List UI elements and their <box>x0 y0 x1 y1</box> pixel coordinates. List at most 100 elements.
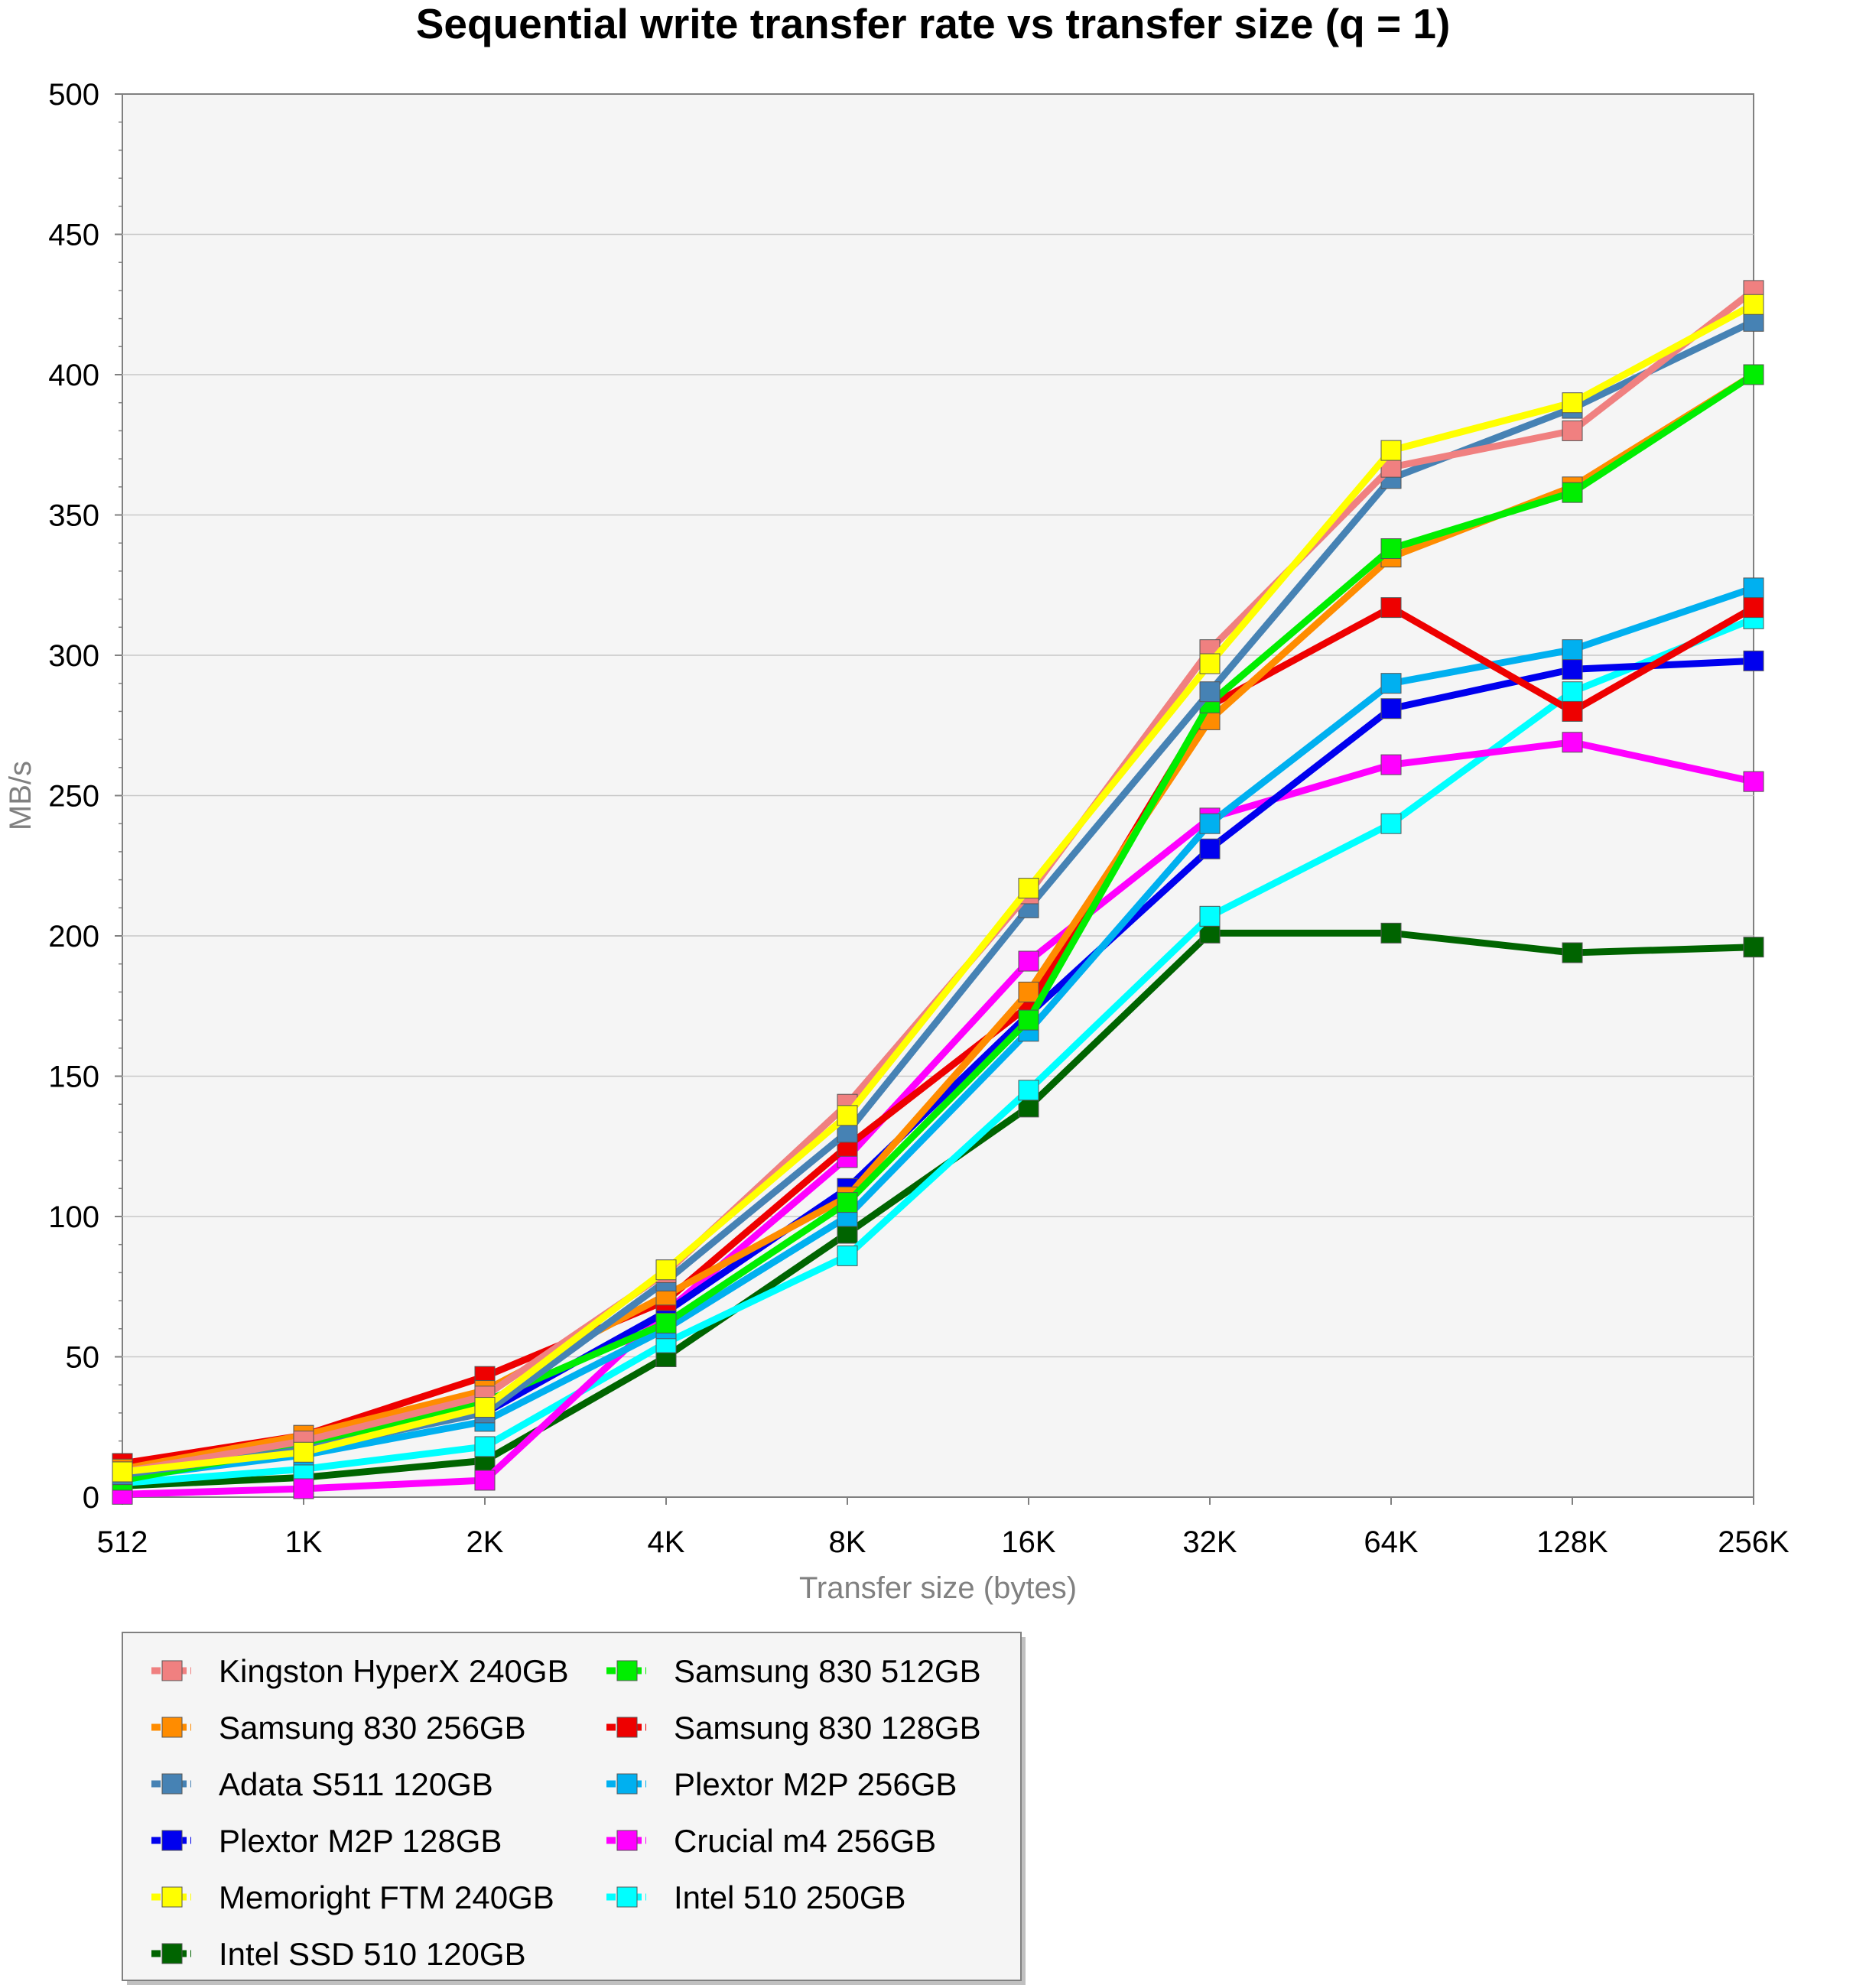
data-point <box>1380 440 1402 461</box>
data-point <box>1743 597 1764 619</box>
data-point <box>1562 681 1583 703</box>
x-tick-label: 64K <box>1364 1525 1418 1559</box>
data-point <box>1743 771 1764 792</box>
data-point <box>1743 650 1764 671</box>
legend-label: Samsung 830 256GB <box>219 1710 526 1746</box>
data-point <box>474 1436 496 1457</box>
series-line <box>119 584 1757 1481</box>
data-point <box>1380 538 1402 560</box>
y-tick-label: 300 <box>48 639 99 673</box>
legend-entry: Kingston HyperX 240GB <box>151 1653 569 1689</box>
data-point <box>1018 878 1039 899</box>
data-point <box>112 1461 133 1483</box>
x-tick-label: 128K <box>1536 1525 1608 1559</box>
legend: Kingston HyperX 240GB Samsung 830 512GB Sa… <box>122 1632 1026 1985</box>
data-point <box>293 1441 314 1463</box>
data-point <box>293 1478 314 1499</box>
data-point <box>655 1259 677 1281</box>
y-tick-label: 250 <box>48 780 99 814</box>
legend-label: Plextor M2P 128GB <box>219 1823 502 1859</box>
chart-title: Sequential write transfer rate vs transf… <box>416 0 1451 47</box>
legend-swatch-marker <box>161 1717 183 1738</box>
legend-label: Crucial m4 256GB <box>674 1823 936 1859</box>
legend-entry: Adata S511 120GB <box>151 1766 493 1802</box>
data-point <box>1199 681 1221 703</box>
legend-entry: Samsung 830 512GB <box>606 1653 981 1689</box>
data-point <box>1018 981 1039 1002</box>
y-tick-label: 400 <box>48 359 99 392</box>
series-8 <box>112 294 1764 1483</box>
data-point <box>1380 698 1402 720</box>
data-point <box>1562 700 1583 722</box>
data-point <box>837 1192 858 1213</box>
data-point <box>1380 597 1402 619</box>
x-tick-label: 4K <box>648 1525 685 1559</box>
data-point <box>1562 392 1583 414</box>
data-point <box>1380 673 1402 694</box>
legend-label: Adata S511 120GB <box>219 1766 493 1802</box>
data-point <box>1018 1080 1039 1101</box>
legend-label: Samsung 830 128GB <box>674 1710 981 1746</box>
y-tick-label: 200 <box>48 920 99 953</box>
legend-swatch-marker <box>616 1773 638 1795</box>
data-point <box>837 1105 858 1126</box>
data-point <box>474 1397 496 1418</box>
legend-label: Memoright FTM 240GB <box>219 1879 554 1915</box>
gridlines <box>122 233 1754 1358</box>
data-point <box>837 1245 858 1266</box>
series-line <box>119 739 1757 1498</box>
legend-swatch-marker <box>161 1943 183 1964</box>
legend-swatch-marker <box>161 1886 183 1908</box>
x-tick-label: 16K <box>1001 1525 1055 1559</box>
data-point <box>1562 639 1583 661</box>
x-tick-label: 1K <box>285 1525 323 1559</box>
legend-swatch-marker <box>616 1660 638 1681</box>
legend-label: Samsung 830 512GB <box>674 1653 981 1689</box>
legend-swatch-marker <box>616 1830 638 1851</box>
legend-swatch-marker <box>161 1830 183 1851</box>
data-point <box>1562 658 1583 680</box>
legend-entry: Crucial m4 256GB <box>606 1823 936 1859</box>
x-tick-label: 2K <box>466 1525 504 1559</box>
y-tick-label: 350 <box>48 499 99 533</box>
legend-swatch-marker <box>161 1773 183 1795</box>
series-5 <box>112 577 1764 1488</box>
y-tick-label: 0 <box>83 1481 99 1515</box>
series-line <box>119 300 1757 1476</box>
legend-entry: Intel 510 250GB <box>606 1879 906 1915</box>
legend-box <box>122 1632 1022 1981</box>
data-point <box>1743 577 1764 599</box>
data-point <box>1199 813 1221 834</box>
legend-label: Intel SSD 510 120GB <box>219 1936 526 1972</box>
legend-swatch-marker <box>616 1717 638 1738</box>
legend-swatch-marker <box>616 1886 638 1908</box>
legend-entry: Samsung 830 128GB <box>606 1710 981 1746</box>
x-axis-label: Transfer size (bytes) <box>799 1571 1077 1605</box>
data-point <box>1380 813 1402 834</box>
series-line <box>119 604 1757 1467</box>
legend-label: Plextor M2P 256GB <box>674 1766 957 1802</box>
series-line <box>119 371 1757 1484</box>
x-tick-label: 32K <box>1182 1525 1237 1559</box>
data-point <box>1018 950 1039 972</box>
legend-entry: Samsung 830 256GB <box>151 1710 526 1746</box>
data-point <box>1743 937 1764 958</box>
legend-swatch-marker <box>161 1660 183 1681</box>
axes: 0 50 100 150 200 250 300 350 400 450 500 512 1K 2K 4K 8… <box>48 78 1790 1559</box>
y-tick-label: 100 <box>48 1200 99 1234</box>
data-point <box>1743 294 1764 315</box>
data-point <box>1199 905 1221 927</box>
legend-label: Intel 510 250GB <box>674 1879 906 1915</box>
legend-entry: Plextor M2P 128GB <box>151 1823 502 1859</box>
legend-entry: Plextor M2P 256GB <box>606 1766 957 1802</box>
legend-entry: Intel SSD 510 120GB <box>151 1936 526 1972</box>
data-point <box>655 1312 677 1333</box>
y-tick-label: 150 <box>48 1061 99 1094</box>
legend-label: Kingston HyperX 240GB <box>219 1653 569 1689</box>
data-point <box>1743 364 1764 385</box>
series-line <box>119 615 1757 1487</box>
data-point <box>474 1470 496 1491</box>
data-point <box>1562 482 1583 503</box>
data-point <box>1018 1009 1039 1031</box>
